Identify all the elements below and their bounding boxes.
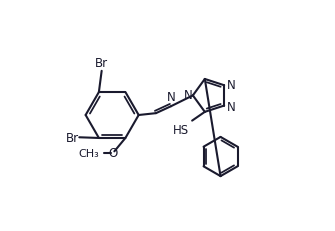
Text: Br: Br (95, 57, 109, 70)
Text: N: N (184, 89, 192, 102)
Text: N: N (227, 79, 236, 92)
Text: Br: Br (66, 131, 79, 144)
Text: HS: HS (173, 124, 189, 137)
Text: CH₃: CH₃ (79, 148, 99, 158)
Text: N: N (227, 100, 236, 113)
Text: N: N (167, 91, 176, 103)
Text: O: O (108, 147, 117, 160)
